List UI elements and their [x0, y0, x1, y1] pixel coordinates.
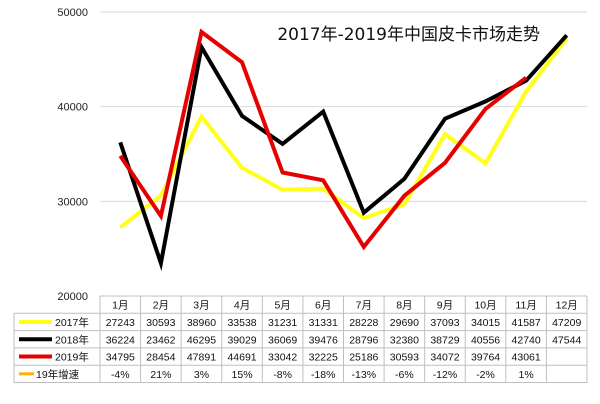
table-cell: 27243 [106, 317, 135, 329]
table-cell: 29690 [390, 317, 419, 329]
table-cell: -18% [311, 369, 336, 381]
table-cell: 34015 [471, 317, 500, 329]
month-label: 9月 [437, 300, 453, 312]
y-tick-label: 40000 [57, 102, 88, 114]
table-cell: -4% [111, 369, 130, 381]
table-cell: 47209 [552, 317, 581, 329]
month-label: 4月 [234, 300, 250, 312]
table-cell: 30593 [390, 352, 419, 364]
table-cell: 23462 [146, 334, 175, 346]
month-label: 1月 [112, 300, 128, 312]
y-tick-label: 20000 [57, 291, 88, 303]
chart-title: 2017年-2019年中国皮卡市场走势 [277, 25, 540, 45]
table-cell: 37093 [430, 317, 459, 329]
table-cell: 30593 [146, 317, 175, 329]
y-tick-label: 50000 [57, 7, 88, 19]
series-line-0 [119, 37, 569, 229]
y-axis-ticks: 20000 30000 40000 50000 [57, 7, 88, 303]
table-cell: 40556 [471, 334, 500, 346]
table-cell: 32380 [390, 334, 419, 346]
table-cell: 38960 [187, 317, 216, 329]
table-cell: 28796 [349, 334, 378, 346]
row-label: 2019年 [55, 351, 89, 364]
table-cell: 33538 [227, 317, 256, 329]
table-cell: 31231 [268, 317, 297, 329]
table-cell: -8% [273, 369, 292, 381]
table-cell: 36069 [268, 334, 297, 346]
table-cell: -13% [352, 369, 377, 381]
month-label: 3月 [193, 300, 209, 312]
table-cell: 33042 [268, 352, 297, 364]
table-cell: 46295 [187, 334, 216, 346]
month-label: 7月 [356, 300, 372, 312]
table-cell: 36224 [106, 334, 135, 346]
table-cell: 1% [519, 369, 534, 381]
table-cell: 39764 [471, 352, 500, 364]
month-label: 8月 [396, 300, 412, 312]
table-cell: 25186 [349, 352, 378, 364]
table-cell: 32225 [309, 352, 338, 364]
month-label: 5月 [274, 300, 290, 312]
table-cell: 44691 [227, 352, 256, 364]
month-label: 10月 [474, 300, 496, 312]
data-table: 1月 2月 3月 4月 5月 6月 7月 8月 9月 10月 11月 12月 2017年 27243 305… [13, 295, 588, 383]
table-cell: 15% [232, 369, 253, 381]
row-label: 2018年 [55, 333, 89, 346]
series-line-1 [118, 33, 569, 272]
series-line-2 [118, 28, 528, 251]
table-cell: 38729 [430, 334, 459, 346]
table-cell: 47891 [187, 352, 216, 364]
series-lines [118, 28, 569, 272]
table-cell: -12% [433, 369, 458, 381]
table-cell: 39476 [309, 334, 338, 346]
table-cell: 34072 [430, 352, 459, 364]
table-cell: 42740 [512, 334, 541, 346]
y-tick-label: 30000 [57, 196, 88, 208]
month-label: 12月 [556, 300, 578, 312]
table-cell: -6% [395, 369, 414, 381]
table-cell: 28454 [146, 352, 175, 364]
table-cell: -2% [476, 369, 495, 381]
table-cell: 34795 [106, 352, 135, 364]
month-label: 2月 [153, 300, 169, 312]
table-cell: 43061 [512, 352, 541, 364]
table-cell: 47544 [552, 334, 581, 346]
table-cell: 39029 [227, 334, 256, 346]
row-label: 19年增速 [36, 368, 80, 381]
month-label: 11月 [515, 300, 536, 312]
table-cell: 3% [194, 369, 209, 381]
row-label: 2017年 [55, 316, 89, 329]
table-cell: 28228 [349, 317, 378, 329]
table-cell: 21% [150, 369, 171, 381]
month-label: 6月 [315, 300, 331, 312]
table-cell: 41587 [512, 317, 541, 329]
table-cell: 31331 [309, 317, 338, 329]
